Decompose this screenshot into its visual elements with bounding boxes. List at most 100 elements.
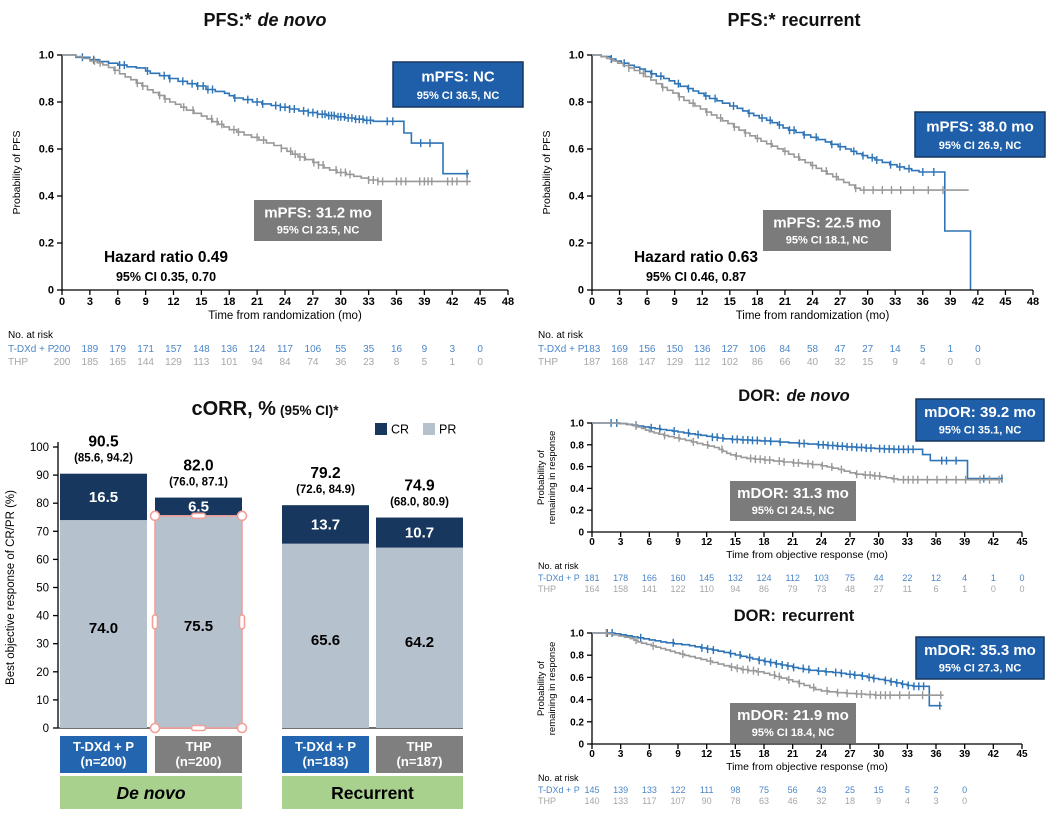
selection-corner-handle[interactable] [149,510,161,522]
selection-edge-handle[interactable] [190,724,207,732]
km-curve-tdxd [592,632,942,707]
dor-denovo-chart: 00.20.40.60.81.00 3 6 9 12 15 18 21 24 27 30 33 36 39… [536,398,1045,594]
svg-text:25: 25 [845,785,855,795]
bar-1-tdxdp: 90.5 (85.6, 94.2) 16.5 74.0 T-DXd + P(n=200) [60,434,147,773]
svg-text:147: 147 [639,357,656,368]
svg-text:27: 27 [307,296,319,308]
title-emphasis: recurrent [781,10,861,30]
svg-text:PR: PR [439,423,456,437]
svg-text:127: 127 [721,344,738,355]
median-box-gray: mDOR: 31.3 mo 95% CI 24.5, NC [730,481,856,521]
svg-text:141: 141 [642,584,657,594]
svg-text:95% CI 18.1, NC: 95% CI 18.1, NC [786,235,869,247]
group-box-2 [282,776,463,809]
svg-text:0: 0 [962,796,967,806]
title-main: cORR, % [191,398,276,420]
svg-text:24: 24 [806,296,819,308]
selection-corner-handle[interactable] [236,722,248,734]
selection-edge-handle[interactable] [151,614,159,630]
panel-pfs-recurrent: PFS:* recurrent 0 0.2 0.4 0.6 0.8 1.0 0 3 6 9 12 15 1… [530,0,1058,390]
title-prefix: PFS:* [727,10,776,30]
svg-text:0.4: 0.4 [569,191,585,203]
pfs-denovo-title: PFS:* de novo [0,10,530,31]
svg-text:90: 90 [702,796,712,806]
svg-text:165: 165 [109,357,126,368]
svg-text:1.0: 1.0 [570,419,584,430]
svg-text:9: 9 [143,296,149,308]
svg-text:0: 0 [48,285,54,297]
dor-recurrent-title: DOR: recurrent [530,607,1058,626]
svg-text:0.8: 0.8 [569,97,584,109]
svg-text:187: 187 [584,357,601,368]
svg-text:86: 86 [752,357,764,368]
km-curve-thp [592,54,969,191]
svg-text:11: 11 [903,584,912,594]
svg-text:15: 15 [730,749,742,760]
svg-text:56: 56 [788,785,798,795]
axes [57,54,509,295]
svg-text:42: 42 [446,296,458,308]
svg-text:9: 9 [672,296,678,308]
median-box-blue: mDOR: 39.2 mo 95% CI 35.1, NC [915,398,1045,442]
svg-text:12: 12 [931,573,941,583]
svg-text:43: 43 [816,785,826,795]
svg-text:95% CI 0.35, 0.70: 95% CI 0.35, 0.70 [116,270,216,284]
hazard-ratio-text: Hazard ratio 0.63 95% CI 0.46, 0.87 [634,249,758,284]
pfs-denovo-chart: 00.20.40.60.81.00 3 6 9 12 15 18 21 24 27 30 33 36 39… [8,50,524,368]
selection-edge-handle[interactable] [238,614,246,630]
selection-overlay[interactable] [149,510,248,734]
svg-text:Recurrent: Recurrent [331,783,414,803]
selection-corner-handle[interactable] [236,510,248,522]
svg-text:9: 9 [876,796,881,806]
svg-text:33: 33 [363,296,375,308]
corr-title: cORR, % (95% CI)* [0,398,530,421]
svg-text:145: 145 [699,573,714,583]
dor-denovo-title: DOR: de novo [530,387,1058,406]
svg-text:42: 42 [972,296,984,308]
selection-corner-handle[interactable] [149,722,161,734]
svg-text:18: 18 [751,296,763,308]
svg-text:3: 3 [617,296,623,308]
svg-text:remaining in response: remaining in response [547,642,558,735]
svg-text:139: 139 [613,785,628,795]
km-curve-thp [592,632,944,696]
svg-text:90: 90 [36,470,49,482]
svg-text:95% CI 23.5, NC: 95% CI 23.5, NC [277,225,360,237]
svg-text:45: 45 [474,296,486,308]
svg-text:0: 0 [975,357,981,368]
svg-text:(n=200): (n=200) [81,754,127,769]
svg-text:129: 129 [666,357,683,368]
svg-text:103: 103 [814,573,829,583]
svg-text:16.5: 16.5 [89,489,118,506]
svg-text:145: 145 [584,785,599,795]
svg-text:183: 183 [584,344,601,355]
svg-text:171: 171 [137,344,154,355]
pr-segment [282,543,369,728]
svg-text:63: 63 [759,796,769,806]
svg-text:(85.6, 94.2): (85.6, 94.2) [74,453,133,465]
svg-text:166: 166 [642,573,657,583]
svg-text:133: 133 [613,796,628,806]
cr-segment [60,473,147,521]
svg-text:Time from randomization (mo): Time from randomization (mo) [208,310,362,322]
svg-text:48: 48 [845,584,855,594]
svg-text:33: 33 [889,296,901,308]
legend-swatch-pr [423,423,435,435]
svg-text:106: 106 [305,344,322,355]
corr-bar-chart: 0 10 20 30 40 50 60 70 80 90 100 Best objective res… [5,423,463,809]
svg-text:Probability of: Probability of [536,661,547,716]
svg-text:32: 32 [816,796,826,806]
censor-marks-thp [605,629,942,700]
svg-text:9: 9 [675,749,681,760]
svg-text:178: 178 [613,573,628,583]
svg-text:129: 129 [165,357,182,368]
title-prefix: PFS:* [203,10,252,30]
svg-text:30: 30 [862,296,874,308]
svg-text:95% CI 27.3, NC: 95% CI 27.3, NC [939,662,1022,674]
svg-text:136: 136 [694,344,711,355]
svg-text:48: 48 [1027,296,1039,308]
selection-edge-handle[interactable] [190,512,207,520]
svg-text:5: 5 [920,344,926,355]
svg-text:remaining in response: remaining in response [547,431,558,524]
